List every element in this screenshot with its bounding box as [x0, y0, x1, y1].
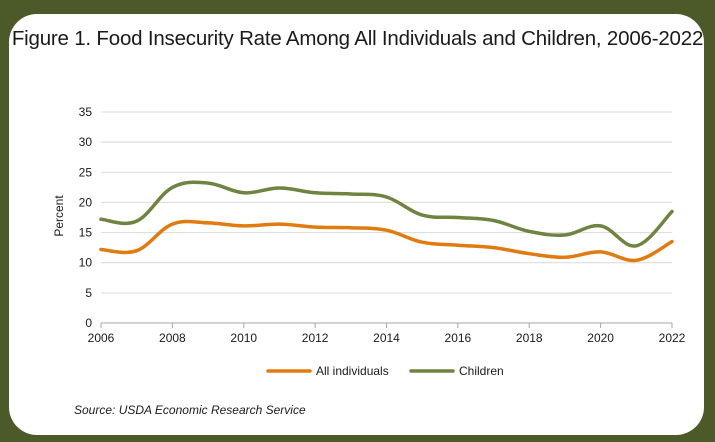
x-tick-label: 2022 — [659, 331, 686, 345]
x-tick-label: 2016 — [445, 331, 472, 345]
source-note: Source: USDA Economic Research Service — [74, 403, 306, 417]
x-tick-label: 2010 — [230, 331, 257, 345]
y-tick-label: 25 — [79, 165, 93, 179]
series-line-children — [99, 180, 674, 248]
axes: 0 5 10 15 20 25 30 35 2006 2008 2010 2012 2014 2016 20… — [79, 105, 686, 345]
x-tick-label: 2012 — [302, 331, 329, 345]
grid-lines — [101, 111, 672, 294]
x-tick-label: 2014 — [373, 331, 400, 345]
x-tick-label: 2020 — [587, 331, 614, 345]
y-tick-label: 5 — [85, 286, 92, 300]
y-tick-label: 35 — [79, 105, 93, 119]
y-axis-label: Percent — [52, 195, 66, 237]
y-tick-label: 20 — [79, 195, 93, 209]
x-tick-label: 2008 — [159, 331, 186, 345]
y-tick-label: 10 — [79, 256, 93, 270]
series-line-all-individuals — [99, 219, 674, 263]
x-tick-label: 2018 — [516, 331, 543, 345]
chart-title: Figure 1. Food Insecurity Rate Among All… — [11, 27, 704, 50]
legend-label-all-individuals: All individuals — [316, 364, 389, 378]
series-lines — [99, 180, 674, 263]
y-tick-label: 0 — [85, 316, 92, 330]
x-tick-label: 2006 — [88, 331, 115, 345]
legend-label-children: Children — [459, 364, 504, 378]
y-tick-label: 15 — [79, 226, 93, 240]
legend: All individuals Children — [266, 364, 504, 378]
y-tick-label: 30 — [79, 135, 93, 149]
